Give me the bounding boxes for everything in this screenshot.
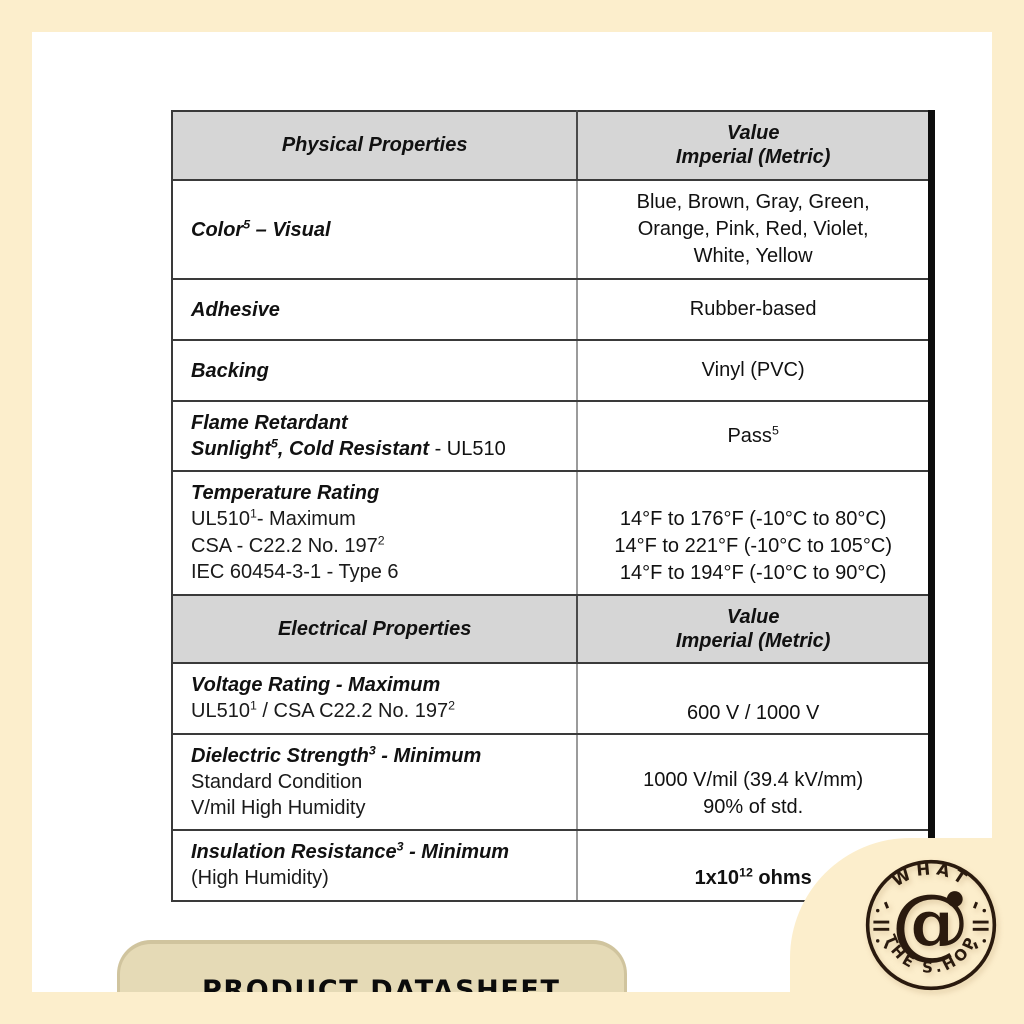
property-label-line: Temperature Rating [191, 482, 380, 505]
value-line: Vinyl (PVC) [701, 359, 805, 382]
value-line: White, Yellow [693, 245, 813, 268]
property-label-line: IEC 60454-3-1 - Type 6 [191, 561, 399, 584]
specifications-table: Physical Properties Value Imperial (Metr… [171, 110, 935, 902]
table-row: Flame Retardant Sunlight5, Cold Resistan… [172, 400, 932, 473]
property-label-line: Sunlight5, Cold Resistant - UL510 [191, 436, 506, 461]
spec-table-body: Physical Properties Value Imperial (Metr… [172, 110, 932, 902]
section-header-value-physical: Value Imperial (Metric) [577, 110, 932, 181]
value-line: Rubber-based [689, 298, 817, 321]
section-header-property-physical: Physical Properties [172, 110, 579, 181]
row-property-color: Color5 – Visual [172, 178, 579, 281]
row-value-voltage-rating: 600 V / 1000 V [577, 662, 932, 735]
superscript-marker: 5 [270, 436, 278, 451]
superscript-marker: 5 [771, 423, 779, 438]
superscript-marker: 5 [243, 216, 251, 231]
property-label-line: Insulation Resistance3 - Minimum [191, 839, 510, 864]
property-label-line: V/mil High Humidity [191, 797, 366, 820]
property-label-line: Backing [191, 359, 269, 382]
value-line: 1000 V/mil (39.4 kV/mm) [643, 769, 864, 792]
row-property-dielectric-strength: Dielectric Strength3 - Minimum Standard … [172, 732, 579, 832]
row-property-insulation-resistance: Insulation Resistance3 - Minimum (High H… [172, 829, 579, 902]
superscript-marker: 3 [368, 743, 376, 758]
value-line: 600 V / 1000 V [687, 701, 820, 724]
table-row: Dielectric Strength3 - Minimum Standard … [172, 732, 932, 832]
superscript-marker: 3 [396, 839, 404, 854]
svg-text:@: @ [891, 877, 969, 968]
value-line: Blue, Brown, Gray, Green, [636, 190, 870, 213]
row-property-adhesive: Adhesive [172, 278, 579, 342]
value-header-line2: Imperial (Metric) [675, 629, 831, 652]
table-section-header-physical: Physical Properties Value Imperial (Metr… [172, 110, 932, 181]
product-datasheet-banner: PRODUCT DATASHEET [117, 940, 627, 992]
value-line: 90% of std. [703, 796, 804, 819]
row-value-flame-retardant: Pass5 [577, 400, 932, 473]
table-row: Color5 – Visual Blue, Brown, Gray, Green… [172, 178, 932, 281]
row-property-voltage-rating: Voltage Rating - Maximum UL5101 / CSA C2… [172, 662, 579, 735]
property-label-line: Dielectric Strength3 - Minimum [191, 743, 482, 767]
section-header-value-electrical: Value Imperial (Metric) [577, 593, 932, 665]
value-header-line1: Value [726, 122, 780, 144]
value-line: 1x1012 ohms [694, 865, 812, 889]
logo-corner-panel [790, 838, 1024, 1024]
property-label-line: (High Humidity) [191, 867, 329, 890]
row-property-flame-retardant: Flame Retardant Sunlight5, Cold Resistan… [172, 400, 579, 473]
superscript-marker: 1 [249, 506, 257, 521]
document-page-card: Physical Properties Value Imperial (Metr… [32, 32, 992, 992]
what-the-shop-logo: WHAT THE S.HOP @ [859, 853, 1003, 997]
row-value-temperature-rating: 14°F to 176°F (-10°C to 80°C) 14°F to 22… [577, 470, 932, 596]
superscript-marker: 2 [377, 533, 385, 548]
table-row: Backing Vinyl (PVC) [172, 339, 932, 403]
row-value-adhesive: Rubber-based [577, 278, 932, 342]
property-label-line: UL5101- Maximum [191, 506, 356, 531]
property-label-line: UL5101 / CSA C22.2 No. 1972 [191, 698, 455, 723]
value-line: 14°F to 194°F (-10°C to 90°C) [619, 562, 887, 585]
property-label-line: CSA - C22.2 No. 1972 [191, 533, 385, 557]
value-line: Orange, Pink, Red, Violet, [637, 217, 869, 240]
datasheet-banner-label: PRODUCT DATASHEET [202, 974, 561, 993]
row-property-backing: Backing [172, 339, 579, 403]
row-property-temperature-rating: Temperature Rating UL5101- Maximum CSA -… [172, 470, 579, 596]
superscript-marker: 2 [448, 698, 455, 713]
property-label-line: Flame Retardant [191, 412, 348, 435]
table-row: Adhesive Rubber-based [172, 278, 932, 342]
row-value-dielectric-strength: 1000 V/mil (39.4 kV/mm) 90% of std. [577, 732, 932, 832]
row-value-color: Blue, Brown, Gray, Green, Orange, Pink, … [577, 178, 932, 281]
property-label-line: Standard Condition [191, 770, 363, 793]
property-label-line: Adhesive [191, 298, 280, 321]
table-row: Voltage Rating - Maximum UL5101 / CSA C2… [172, 662, 932, 735]
value-line: 14°F to 176°F (-10°C to 80°C) [619, 507, 887, 530]
superscript-marker: 12 [739, 865, 753, 880]
section-header-property-electrical: Electrical Properties [172, 593, 579, 665]
superscript-marker: 1 [249, 698, 257, 713]
value-line: 14°F to 221°F (-10°C to 105°C) [614, 535, 892, 558]
row-value-backing: Vinyl (PVC) [577, 339, 932, 403]
property-label-line: Voltage Rating - Maximum [191, 674, 441, 697]
table-section-header-electrical: Electrical Properties Value Imperial (Me… [172, 593, 932, 665]
table-row: Temperature Rating UL5101- Maximum CSA -… [172, 470, 932, 596]
value-header-line1: Value [726, 605, 780, 628]
value-header-line2: Imperial (Metric) [675, 146, 831, 169]
property-label-line: Color5 – Visual [191, 216, 331, 241]
value-line: Pass5 [727, 423, 779, 447]
